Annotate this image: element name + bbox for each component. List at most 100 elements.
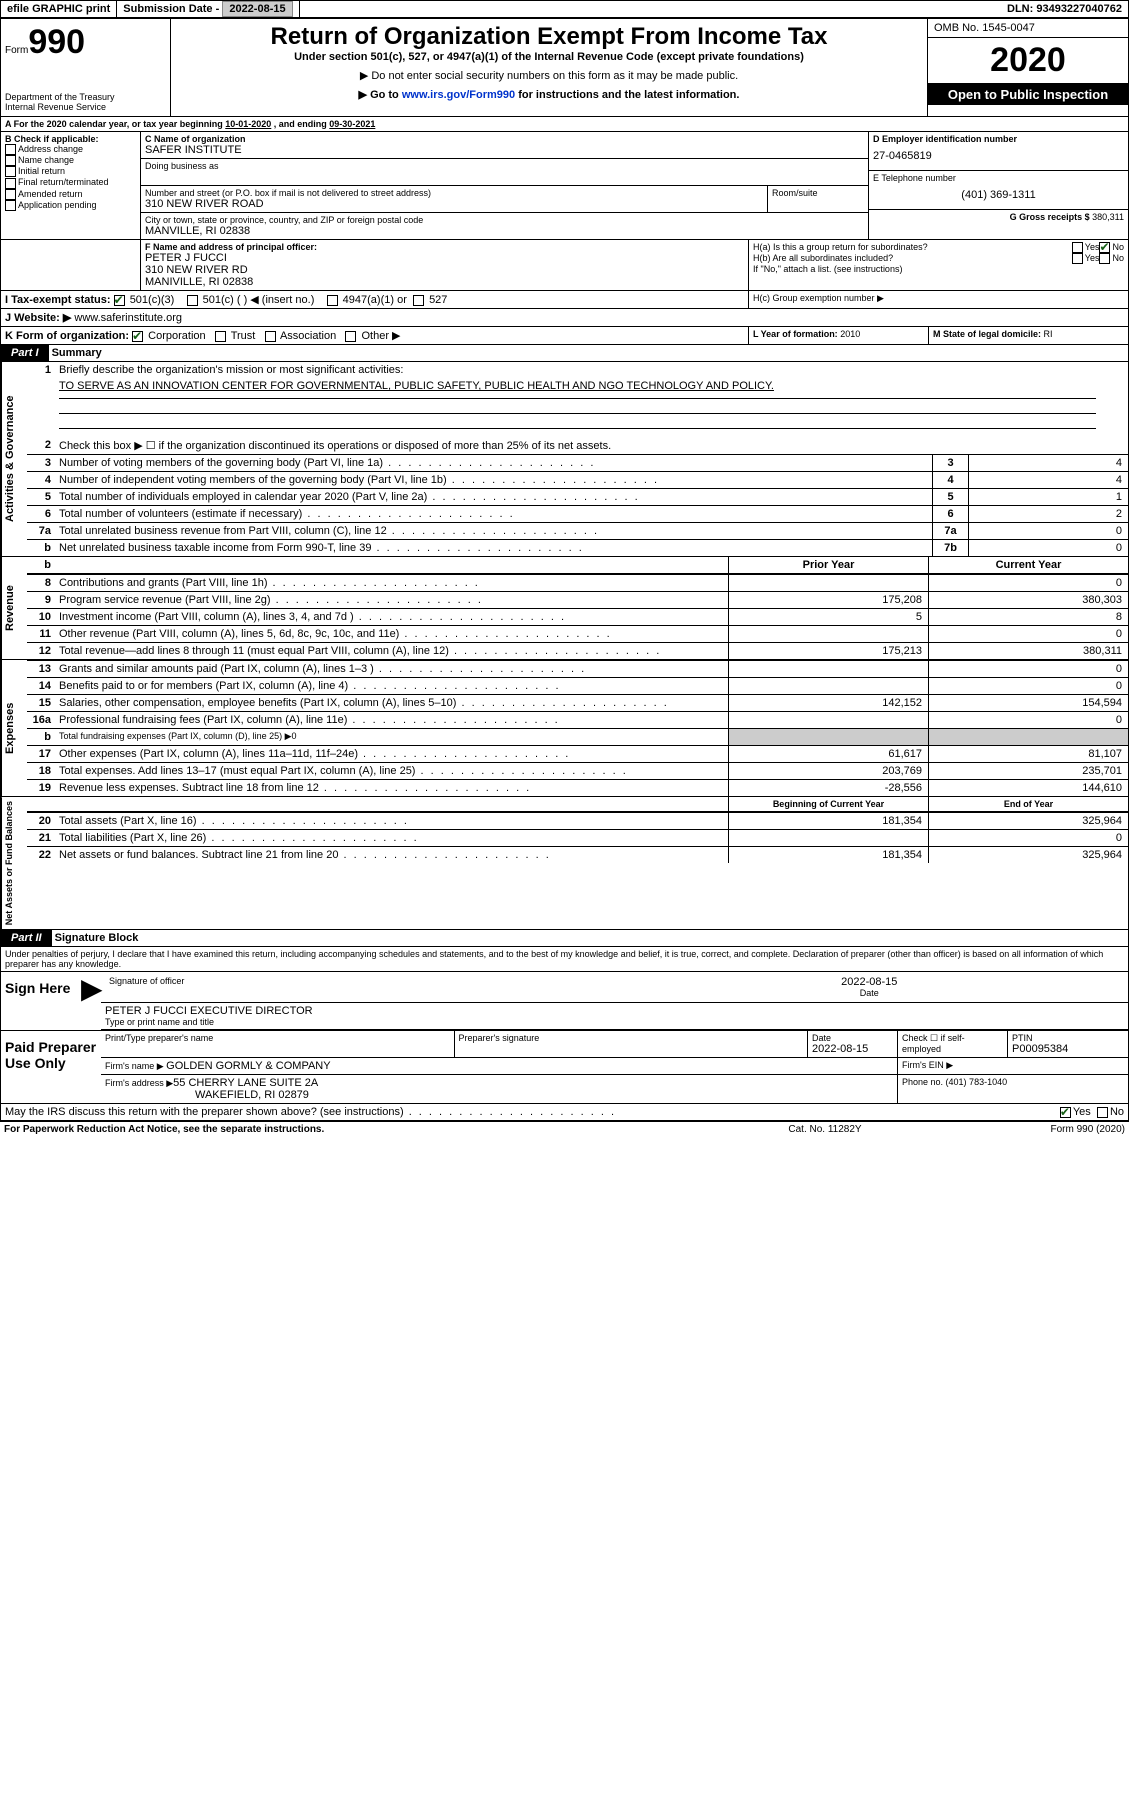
summary-row: 3Number of voting members of the governi… <box>27 454 1128 471</box>
submission-date: Submission Date - 2022-08-15 <box>117 1 299 17</box>
box-deg: D Employer identification number27-04658… <box>868 132 1128 239</box>
omb-number: OMB No. 1545-0047 <box>928 19 1128 38</box>
check-application-pending[interactable]: Application pending <box>5 200 136 211</box>
subtitle-link: ▶ Go to www.irs.gov/Form990 for instruct… <box>175 88 923 101</box>
check-501c3[interactable] <box>114 295 125 306</box>
block-bcdefg: B Check if applicable: Address change Na… <box>1 132 1128 240</box>
discuss-line: May the IRS discuss this return with the… <box>1 1104 1128 1121</box>
paid-preparer-block: Paid Preparer Use Only Print/Type prepar… <box>1 1031 1128 1104</box>
discuss-yes[interactable] <box>1060 1107 1071 1118</box>
ha-no[interactable] <box>1099 242 1110 253</box>
summary-row: bNet unrelated business taxable income f… <box>27 539 1128 556</box>
check-trust[interactable] <box>215 331 226 342</box>
summary-row: 16aProfessional fundraising fees (Part I… <box>27 711 1128 728</box>
summary-row: 15Salaries, other compensation, employee… <box>27 694 1128 711</box>
ptin: P00095384 <box>1012 1043 1124 1055</box>
discuss-no[interactable] <box>1097 1107 1108 1118</box>
hb-yes[interactable] <box>1072 253 1083 264</box>
check-527[interactable] <box>413 295 424 306</box>
summary-row: 17Other expenses (Part IX, column (A), l… <box>27 745 1128 762</box>
city-state-zip: MANVILLE, RI 02838 <box>145 225 864 237</box>
check-final-return[interactable]: Final return/terminated <box>5 177 136 188</box>
section-net-assets: Net Assets or Fund Balances <box>1 797 27 929</box>
dept-treasury: Department of the Treasury Internal Reve… <box>5 92 166 112</box>
check-name-change[interactable]: Name change <box>5 155 136 166</box>
officer-name: PETER J FUCCI <box>145 252 744 264</box>
summary-row: 9Program service revenue (Part VIII, lin… <box>27 591 1128 608</box>
summary-row: 20Total assets (Part X, line 16)181,3543… <box>27 812 1128 829</box>
check-amended-return[interactable]: Amended return <box>5 189 136 200</box>
website: www.saferinstitute.org <box>74 312 182 324</box>
summary-row: 10Investment income (Part VIII, column (… <box>27 608 1128 625</box>
revenue-block: Revenue bPrior YearCurrent Year 8Contrib… <box>1 556 1128 659</box>
box-f: F Name and address of principal officer:… <box>141 240 748 290</box>
header-right: OMB No. 1545-0047 2020 Open to Public In… <box>928 19 1128 116</box>
page-footer: For Paperwork Reduction Act Notice, see … <box>0 1122 1129 1137</box>
block-fh: F Name and address of principal officer:… <box>1 240 1128 291</box>
header-left: Form990 Department of the Treasury Inter… <box>1 19 171 116</box>
section-expenses: Expenses <box>1 660 27 796</box>
line-a: A For the 2020 calendar year, or tax yea… <box>1 117 1128 132</box>
gross-receipts: 380,311 <box>1092 212 1124 222</box>
submission-date-button[interactable]: 2022-08-15 <box>222 1 292 17</box>
sign-arrow-icon: ▶ <box>81 972 101 1030</box>
firm-address1: 55 CHERRY LANE SUITE 2A <box>173 1077 318 1089</box>
summary-row: 12Total revenue—add lines 8 through 11 (… <box>27 642 1128 659</box>
summary-row: bTotal fundraising expenses (Part IX, co… <box>27 728 1128 745</box>
telephone: (401) 369-1311 <box>873 183 1124 207</box>
form-title: Return of Organization Exempt From Incom… <box>175 23 923 51</box>
check-4947[interactable] <box>327 295 338 306</box>
officer-signature-name: PETER J FUCCI EXECUTIVE DIRECTOR <box>105 1005 1124 1017</box>
summary-row: 21Total liabilities (Part X, line 26)0 <box>27 829 1128 846</box>
check-other[interactable] <box>345 331 356 342</box>
form-container: Form990 Department of the Treasury Inter… <box>0 18 1129 1122</box>
perjury-declaration: Under penalties of perjury, I declare th… <box>1 946 1128 971</box>
summary-row: 18Total expenses. Add lines 13–17 (must … <box>27 762 1128 779</box>
line-hc: H(c) Group exemption number ▶ <box>748 291 1128 308</box>
check-initial-return[interactable]: Initial return <box>5 166 136 177</box>
dln: DLN: 93493227040762 <box>1001 1 1128 17</box>
section-activities-governance: Activities & Governance <box>1 362 27 556</box>
box-h: H(a) Is this a group return for subordin… <box>748 240 1128 290</box>
expenses-block: Expenses 13Grants and similar amounts pa… <box>1 659 1128 796</box>
irs-link[interactable]: www.irs.gov/Form990 <box>402 89 515 101</box>
ha-yes[interactable] <box>1072 242 1083 253</box>
efile-label: efile GRAPHIC print <box>1 1 117 17</box>
line-i: I Tax-exempt status: 501(c)(3) 501(c) ( … <box>1 291 1128 309</box>
firm-name: GOLDEN GORMLY & COMPANY <box>166 1060 330 1072</box>
check-association[interactable] <box>265 331 276 342</box>
summary-row: 13Grants and similar amounts paid (Part … <box>27 660 1128 677</box>
topbar: efile GRAPHIC print Submission Date - 20… <box>0 0 1129 18</box>
sign-here-block: Sign Here ▶ Signature of officer2022-08-… <box>1 971 1128 1031</box>
line-j: J Website: ▶ www.saferinstitute.org <box>1 309 1128 327</box>
mission-statement: TO SERVE AS AN INNOVATION CENTER FOR GOV… <box>27 378 1128 394</box>
check-corporation[interactable] <box>132 331 143 342</box>
netassets-block: Net Assets or Fund Balances Beginning of… <box>1 796 1128 929</box>
summary-row: 11Other revenue (Part VIII, column (A), … <box>27 625 1128 642</box>
check-501c[interactable] <box>187 295 198 306</box>
hb-no[interactable] <box>1099 253 1110 264</box>
org-name: SAFER INSTITUTE <box>145 144 864 156</box>
box-b: B Check if applicable: Address change Na… <box>1 132 141 239</box>
summary-row: 22Net assets or fund balances. Subtract … <box>27 846 1128 863</box>
tax-year: 2020 <box>928 38 1128 84</box>
summary-row: 5Total number of individuals employed in… <box>27 488 1128 505</box>
summary-row: 8Contributions and grants (Part VIII, li… <box>27 574 1128 591</box>
summary-row: 7aTotal unrelated business revenue from … <box>27 522 1128 539</box>
subtitle-section: Under section 501(c), 527, or 4947(a)(1)… <box>175 51 923 63</box>
summary-grid: Activities & Governance 1Briefly describ… <box>1 362 1128 556</box>
section-revenue: Revenue <box>1 557 27 659</box>
state-domicile: RI <box>1044 329 1053 339</box>
summary-row: 6Total number of volunteers (estimate if… <box>27 505 1128 522</box>
summary-row: 19Revenue less expenses. Subtract line 1… <box>27 779 1128 796</box>
ein: 27-0465819 <box>873 144 1124 168</box>
firm-phone: (401) 783-1040 <box>946 1077 1008 1087</box>
form-number: 990 <box>28 23 85 61</box>
street-address: 310 NEW RIVER ROAD <box>145 198 763 210</box>
line-klm: K Form of organization: Corporation Trus… <box>1 327 1128 345</box>
header-center: Return of Organization Exempt From Incom… <box>171 19 928 116</box>
summary-row: 4Number of independent voting members of… <box>27 471 1128 488</box>
part1-header: Part I Summary <box>1 345 1128 362</box>
check-address-change[interactable]: Address change <box>5 144 136 155</box>
subtitle-ssn: ▶ Do not enter social security numbers o… <box>175 69 923 82</box>
